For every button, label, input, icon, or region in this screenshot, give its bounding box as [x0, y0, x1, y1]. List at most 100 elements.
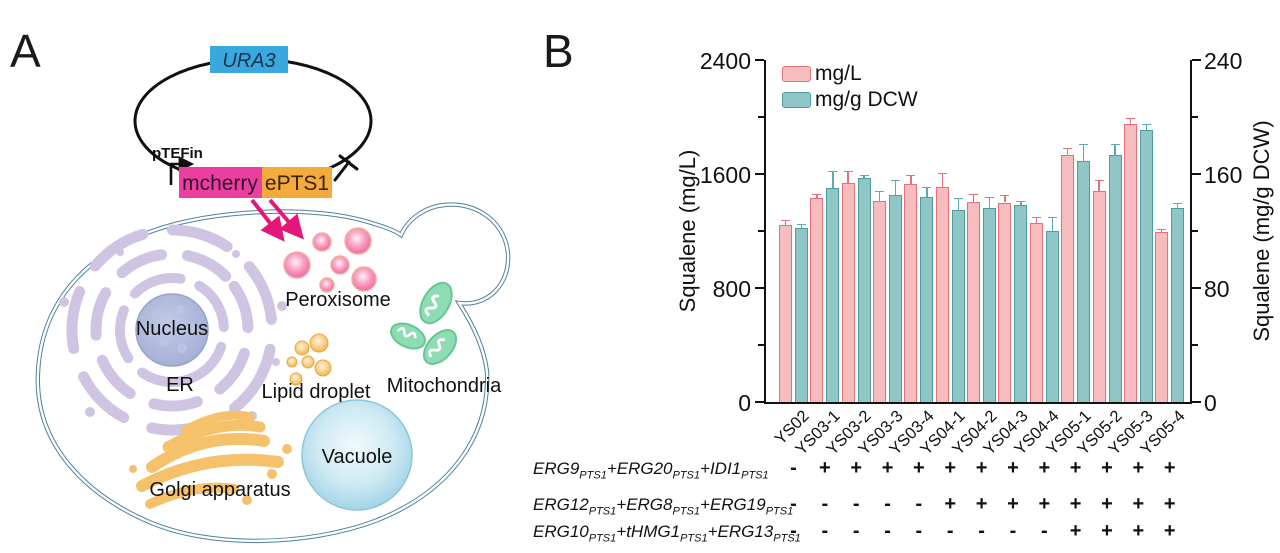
- errorbar-YS02-mgL: [781, 219, 790, 226]
- golgi-label: Golgi apparatus: [149, 479, 290, 501]
- genotype-row-label-2: ERG12PTS1+ERG8PTS1+ERG19PTS1: [533, 495, 794, 518]
- y-axis-left-tick: [755, 287, 764, 289]
- bar-YS04-4-mgL: [1029, 223, 1043, 402]
- errorbar-stem: [816, 194, 818, 199]
- genotype-sign-YS05-2-row1: +: [1101, 457, 1113, 479]
- promoter-label: pTEFin: [152, 145, 203, 162]
- bar-YS04-1-dcw: [951, 209, 965, 402]
- y-axis-left-ticklabel: 800: [712, 276, 751, 302]
- errorbar-stem: [878, 192, 881, 202]
- lipid-droplet-shapes: [286, 333, 332, 386]
- errorbar-stem: [1129, 119, 1132, 125]
- targeting-arrows: [250, 198, 304, 242]
- y-axis-left-ticklabel: 1600: [699, 162, 751, 188]
- errorbar-stem: [1051, 217, 1054, 231]
- y-axis-right-minortick: [1192, 230, 1198, 232]
- y-axis-left-minortick: [758, 116, 764, 118]
- epts1-box: [262, 167, 332, 198]
- terminator-symbol: [333, 154, 359, 182]
- errorbar-YS03-1-dcw: [828, 171, 838, 189]
- y-axis-right-ticklabel: 160: [1204, 162, 1243, 188]
- errorbar-stem: [832, 172, 834, 189]
- errorbar-YS05-2-mgL: [1094, 179, 1104, 192]
- bar-YS03-3-dcw: [889, 195, 903, 402]
- genotype-sign-YS04-2-row2: +: [975, 493, 988, 515]
- errorbar-YS04-2-dcw: [985, 196, 995, 209]
- bar-YS04-3-mgL: [998, 202, 1012, 402]
- genotype-sign-YS05-4-row1: +: [1163, 457, 1176, 479]
- bar-YS05-4-dcw: [1171, 208, 1185, 402]
- legend-item: mg/g DCW: [782, 88, 918, 111]
- genotype-sign-YS02-row3: -: [790, 520, 797, 542]
- legend-swatch-dcw: [782, 91, 811, 108]
- errorbar-stem: [800, 224, 803, 229]
- genotype-sign-YS03-4-row3: -: [915, 520, 923, 542]
- ura3-label: URA3: [222, 50, 275, 72]
- bar-YS03-4-dcw: [920, 196, 934, 402]
- y-axis-right-tick: [1192, 59, 1201, 61]
- errorbar-YS03-1-mgL: [812, 193, 822, 199]
- genotype-sign-YS03-1-row3: -: [821, 520, 829, 542]
- genotype-sign-YS05-2-row3: +: [1101, 520, 1113, 542]
- genotype-sign-YS03-3-row3: -: [884, 520, 891, 542]
- errorbar-YS03-4-mgL: [906, 175, 916, 184]
- genotype-sign-YS05-4-row2: +: [1163, 493, 1176, 515]
- ura3-box: [210, 46, 288, 73]
- genotype-sign-YS04-4-row2: +: [1038, 493, 1051, 515]
- y-axis-left-ticklabel: 2400: [699, 48, 751, 74]
- cell-diagram: URA3 mcherry ePTS1 pTEFin Nucleus ER Per…: [35, 46, 511, 544]
- bar-YS04-2-mgL: [967, 201, 981, 402]
- y-axis-right-ticklabel: 80: [1204, 276, 1230, 302]
- errorbar-YS03-4-dcw: [922, 186, 932, 197]
- errorbar-YS05-4-dcw: [1173, 202, 1183, 209]
- errorbar-YS04-1-dcw: [953, 198, 963, 210]
- errorbar-stem: [1020, 202, 1022, 206]
- y-axis-right-minortick: [1192, 116, 1198, 118]
- errorbar-stem: [988, 197, 991, 209]
- errorbar-YS02-dcw: [797, 223, 806, 229]
- errorbar-YS05-3-dcw: [1141, 124, 1151, 130]
- y-axis-right: [1190, 60, 1192, 404]
- y-axis-right-ticklabel: 240: [1204, 48, 1243, 74]
- golgi-dots: [129, 444, 292, 505]
- errorbar-stem: [910, 176, 912, 184]
- bar-YS03-2-dcw: [857, 178, 871, 402]
- genotype-sign-YS04-4-row1: +: [1038, 457, 1051, 479]
- chart-legend: mg/L mg/g DCW: [782, 62, 918, 114]
- errorbar-stem: [1098, 180, 1100, 192]
- vacuole-shape: [301, 399, 413, 511]
- bar-YS04-1-mgL: [935, 186, 949, 402]
- bar-YS02-mgL: [779, 225, 792, 402]
- genotype-sign-YS03-1-row1: +: [819, 457, 831, 479]
- genotype-row-label-1: ERG9PTS1+ERG20PTS1+IDI1PTS1: [533, 459, 769, 482]
- genotype-sign-YS04-1-row3: -: [946, 520, 954, 542]
- y-axis-left-ticklabel: 0: [738, 390, 751, 416]
- errorbar-YS04-4-mgL: [1031, 216, 1041, 224]
- y-axis-left-tick: [755, 401, 764, 403]
- genotype-row-label-3: ERG10PTS1+tHMG1PTS1+ERG13PTS1: [533, 522, 801, 545]
- legend-label: mg/g DCW: [815, 88, 918, 112]
- panel-b-letter: B: [543, 25, 574, 77]
- genotype-sign-YS03-2-row2: -: [852, 493, 860, 515]
- bar-YS04-2-dcw: [983, 208, 997, 402]
- genotype-sign-YS05-1-row1: +: [1069, 457, 1082, 479]
- genotype-sign-YS03-1-row2: -: [821, 493, 829, 515]
- genotype-sign-YS04-3-row2: +: [1007, 493, 1019, 515]
- bar-YS05-1-mgL: [1061, 155, 1075, 402]
- panel-a-letter: A: [10, 25, 41, 77]
- genotype-sign-YS04-3-row3: -: [1009, 520, 1017, 542]
- errorbar-stem: [1082, 145, 1085, 162]
- y-axis-right-minortick: [1192, 344, 1198, 346]
- bar-YS04-3-dcw: [1014, 205, 1028, 402]
- bar-YS03-4-mgL: [904, 183, 918, 402]
- errorbar-YS04-3-dcw: [1016, 201, 1026, 206]
- y-axis-right-title: Squalene (mg/g DCW): [1249, 120, 1274, 342]
- genotype-sign-YS03-3-row1: +: [881, 457, 894, 479]
- genotype-sign-YS05-1-row3: +: [1069, 520, 1082, 542]
- bar-YS02-dcw: [795, 228, 808, 402]
- genotype-sign-YS05-3-row3: +: [1132, 520, 1145, 542]
- y-axis-left: [764, 60, 766, 404]
- errorbar-stem: [1114, 145, 1116, 156]
- legend-item: mg/L: [782, 62, 918, 85]
